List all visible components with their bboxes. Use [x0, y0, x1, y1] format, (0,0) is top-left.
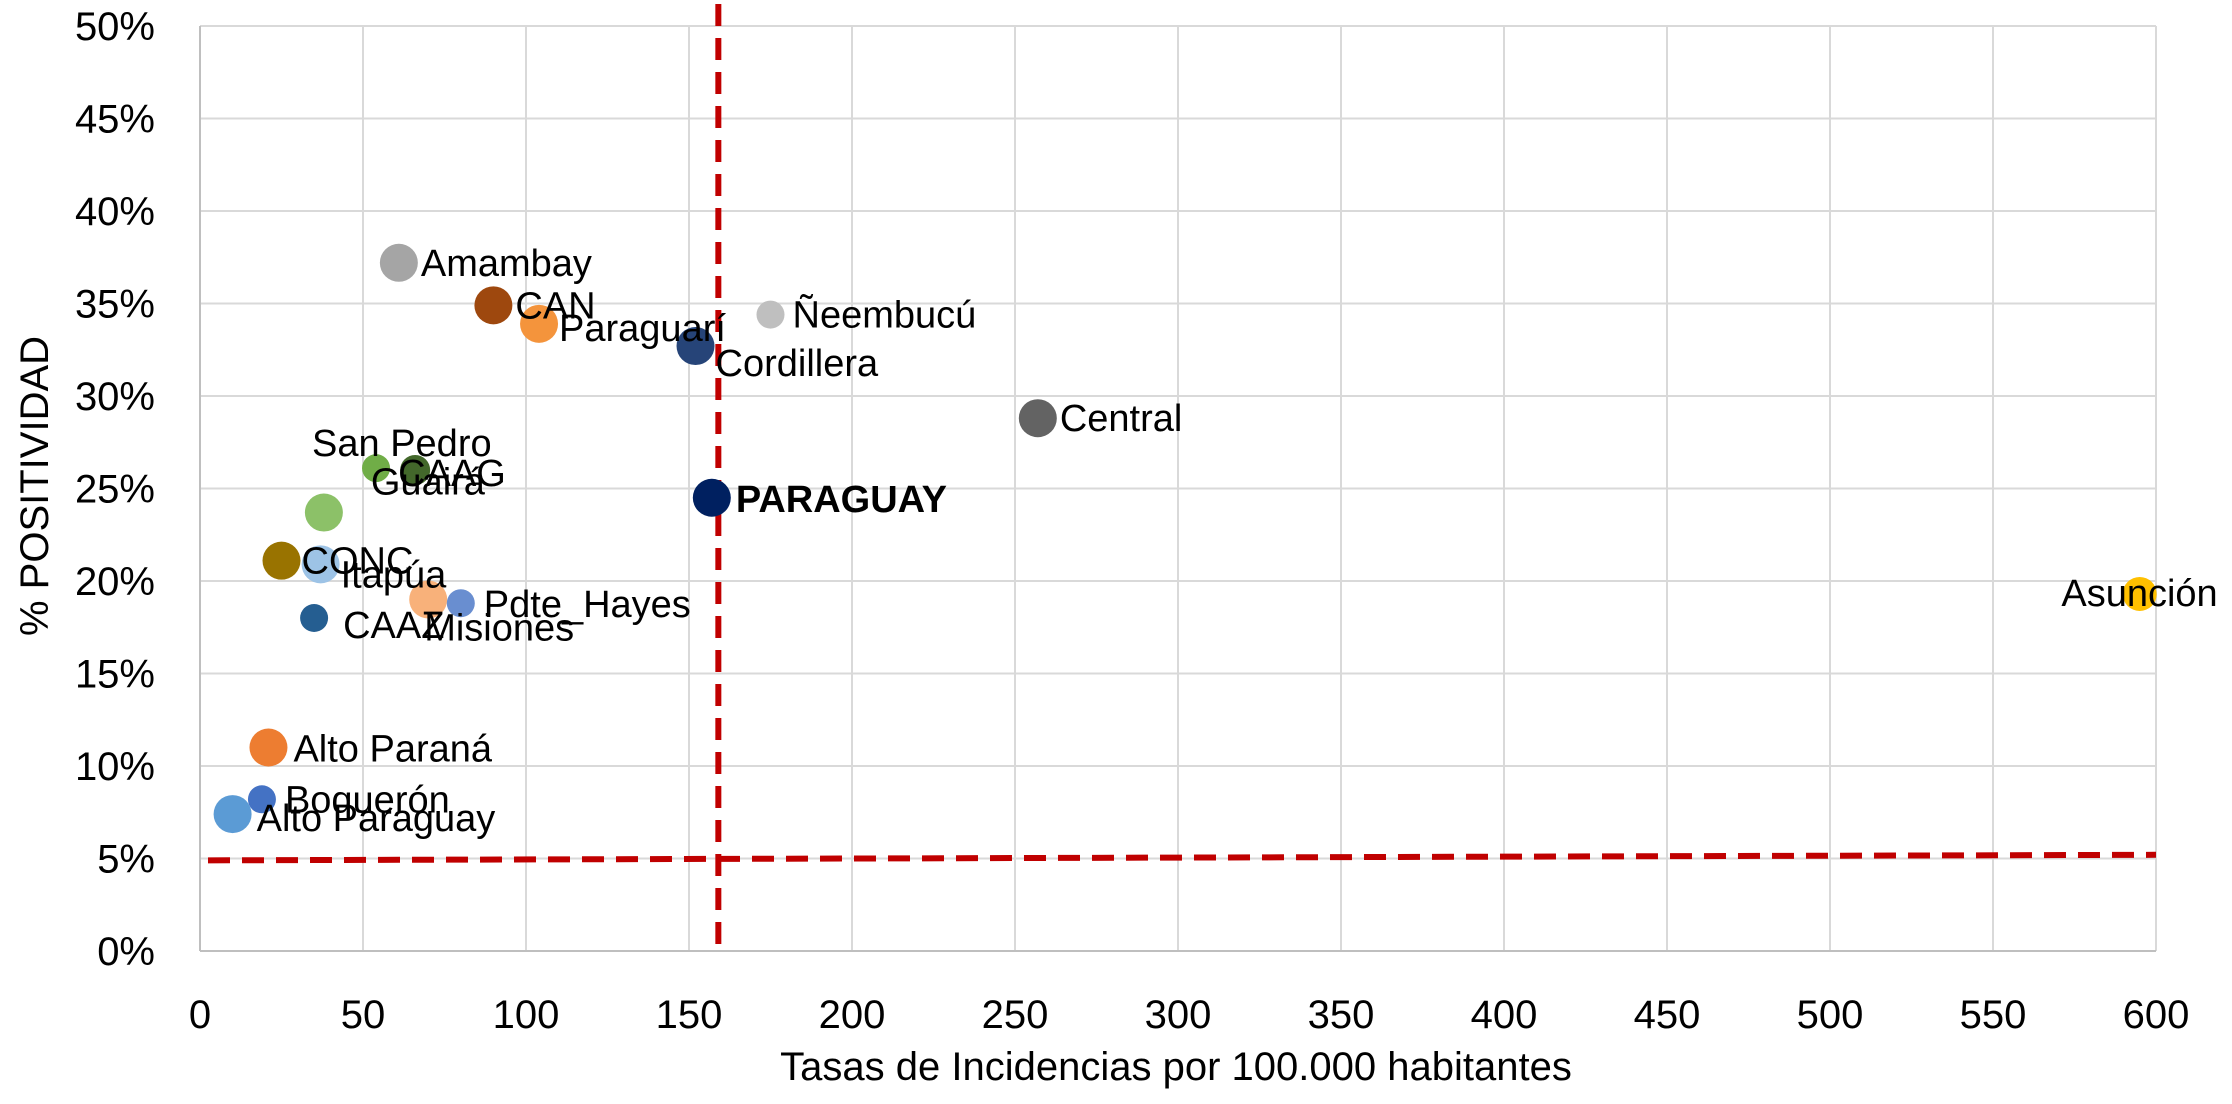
point-asunción — [2122, 576, 2157, 611]
point-paraguay — [692, 478, 731, 517]
point-label-san-pedro: San Pedro — [312, 423, 492, 465]
point-label-paraguay: PARAGUAY — [736, 479, 947, 521]
y-tick-label: 45% — [75, 98, 155, 142]
point-central — [1018, 399, 1057, 438]
x-tick-label: 50 — [341, 993, 386, 1037]
point-label-cordillera: Cordillera — [716, 343, 879, 385]
x-tick-label: 0 — [189, 993, 211, 1037]
x-tick-label: 150 — [656, 993, 723, 1037]
y-tick-label: 10% — [75, 745, 155, 789]
point-label-pdte-hayes: Pdte_Hayes — [484, 584, 691, 626]
point-label-asunción: Asunción — [2061, 573, 2217, 615]
point-label-caag: CAAG — [398, 453, 506, 495]
y-tick-label: 5% — [97, 838, 155, 882]
x-tick-label: 450 — [1634, 993, 1701, 1037]
point-paraguarí — [520, 304, 559, 343]
point-label-caaz: CAAZ — [343, 605, 444, 647]
point-label-alto-paraguay: Alto Paraguay — [257, 798, 496, 840]
point-itapúa — [301, 545, 340, 584]
y-tick-label: 30% — [75, 375, 155, 419]
point-alto-paraná — [249, 728, 288, 767]
point-label-amambay: Amambay — [421, 243, 592, 285]
data-points — [213, 243, 2157, 834]
x-axis-title: Tasas de Incidencias por 100.000 habitan… — [780, 1045, 1572, 1089]
point-label-misiones: Misiones — [424, 608, 574, 650]
point-alto-paraguay — [213, 795, 252, 834]
y-tick-label: 15% — [75, 653, 155, 697]
point-pdte-hayes — [446, 589, 475, 618]
x-tick-label: 300 — [1145, 993, 1212, 1037]
point-misiones — [409, 580, 448, 619]
point-ñeembucú — [756, 300, 785, 329]
point-label-guairá: Guairá — [371, 462, 486, 504]
x-tick-label: 550 — [1960, 993, 2027, 1037]
point-label-itapúa: Itapúa — [341, 554, 448, 596]
y-tick-label: 40% — [75, 190, 155, 234]
point-guairá — [304, 493, 343, 532]
point-caaz — [300, 604, 329, 632]
point-label-boquerón: Boquerón — [285, 779, 450, 821]
point-cordillera — [676, 327, 715, 366]
x-tick-label: 500 — [1797, 993, 1864, 1037]
point-label-alto-paraná: Alto Paraná — [293, 729, 492, 771]
point-conc — [262, 541, 301, 580]
point-can — [474, 286, 513, 325]
point-label-central: Central — [1060, 398, 1183, 440]
point-label-paraguarí: Paraguarí — [559, 308, 726, 350]
point-san-pedro — [362, 454, 391, 483]
point-label-can: CAN — [515, 285, 595, 327]
point-boquerón — [247, 785, 276, 814]
x-tick-label: 600 — [2123, 993, 2190, 1037]
y-tick-label: 0% — [97, 930, 155, 974]
x-tick-label: 200 — [819, 993, 886, 1037]
reference-lines — [207, 4, 2157, 955]
point-label-ñeembucú: Ñeembucú — [793, 294, 977, 337]
y-tick-label: 25% — [75, 468, 155, 512]
x-tick-label: 400 — [1471, 993, 1538, 1037]
x-tick-label: 250 — [982, 993, 1049, 1037]
axis-layer: 0 50 100 150 200 250 300 350 400 450 500 550 600 0% 5%… — [75, 5, 2189, 1037]
point-caag — [400, 455, 431, 485]
x-tick-label: 100 — [493, 993, 560, 1037]
y-tick-label: 20% — [75, 560, 155, 604]
y-axis-title: % POSITIVIDAD — [13, 336, 57, 636]
horizontal-reference-line — [207, 851, 2157, 864]
x-tick-label: 350 — [1308, 993, 1375, 1037]
y-tick-label: 50% — [75, 5, 155, 49]
point-amambay — [379, 243, 418, 282]
point-label-conc: CONC — [302, 541, 414, 583]
y-tick-label: 35% — [75, 283, 155, 327]
